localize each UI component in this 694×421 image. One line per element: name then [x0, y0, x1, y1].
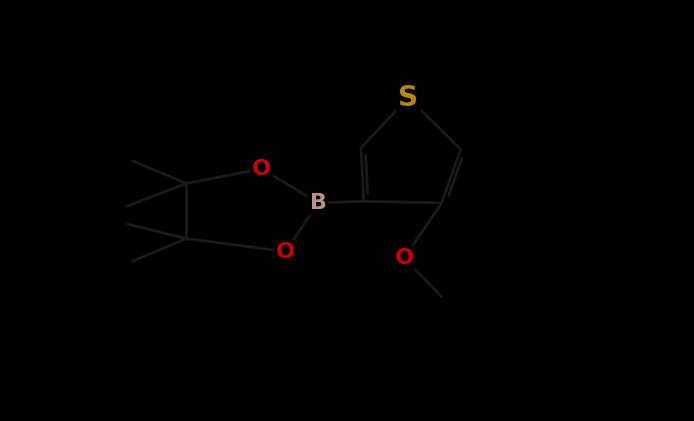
Text: B: B: [310, 193, 326, 213]
Text: O: O: [252, 159, 271, 179]
Text: O: O: [276, 242, 295, 261]
Text: S: S: [398, 83, 418, 112]
Text: O: O: [395, 248, 414, 268]
